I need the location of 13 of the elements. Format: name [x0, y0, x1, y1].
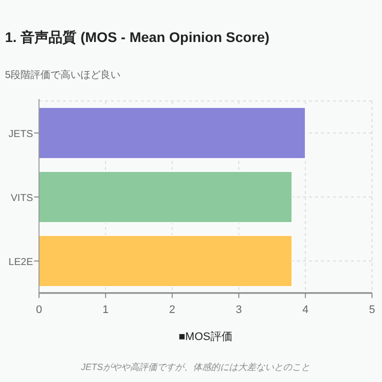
x-tick-label: 0: [36, 304, 42, 316]
chart-title: 1. 音声品質 (MOS - Mean Opinion Score): [5, 29, 270, 45]
y-tick-label: VITS: [10, 193, 34, 204]
x-tick-label: 1: [102, 304, 109, 316]
y-tick-label: LE2E: [8, 257, 34, 268]
text: JETSがやや高評価ですが、体感的には大差ないとのこと: [80, 362, 310, 372]
y-tick-label: JETS: [8, 129, 34, 140]
x-tick-label: 5: [368, 304, 376, 316]
x-axis-title: ■MOS評価: [178, 330, 232, 343]
x-tick-label: 3: [236, 304, 242, 316]
x-tick-label: 2: [169, 304, 176, 316]
chart-subtitle: 5段階評価で高いほど良い: [5, 69, 121, 81]
x-tick-label: 4: [302, 304, 308, 316]
